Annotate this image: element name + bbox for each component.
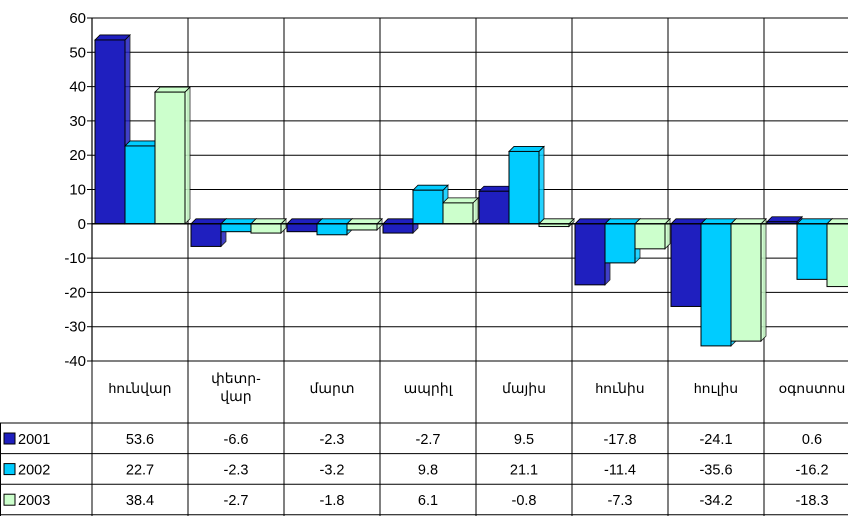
data-cell: -35.6 <box>699 463 732 479</box>
bar <box>730 223 762 342</box>
bar <box>508 150 540 225</box>
y-tick-label: 40 <box>69 79 86 96</box>
y-tick-label: -30 <box>64 319 86 336</box>
data-cell: -1.8 <box>320 493 345 509</box>
data-cell: 21.1 <box>510 463 538 479</box>
bar <box>412 189 444 225</box>
legend-swatch <box>3 432 16 445</box>
category-label: փետր- <box>211 370 261 386</box>
data-cell: 6.1 <box>418 493 438 509</box>
y-tick-label: 20 <box>69 147 86 164</box>
bar <box>604 223 636 264</box>
data-cell: -16.2 <box>795 463 828 479</box>
bar-top <box>730 218 767 225</box>
legend-swatch <box>3 463 16 476</box>
y-tick-label: -40 <box>64 353 86 370</box>
y-tick-label: 10 <box>69 182 86 199</box>
data-cell: -7.3 <box>608 493 633 509</box>
data-cell: -2.7 <box>416 432 441 448</box>
y-tick-label: 60 <box>69 10 86 27</box>
bar <box>124 145 156 225</box>
category-label: օգոստոս <box>779 380 846 396</box>
bar-top <box>670 218 707 225</box>
data-cell: 53.6 <box>126 432 154 448</box>
bar-top <box>346 218 383 225</box>
bar-top <box>220 218 257 225</box>
bar <box>700 223 732 347</box>
data-cell: -2.7 <box>224 493 249 509</box>
bar-top <box>766 216 803 223</box>
data-cell: -0.8 <box>512 493 537 509</box>
data-cell: -2.3 <box>224 463 249 479</box>
category-label: ապրիլ <box>404 380 454 396</box>
bar-top <box>286 218 323 225</box>
legend-label: 2002 <box>18 463 50 479</box>
data-cell: -11.4 <box>604 463 636 479</box>
data-cell: 0.6 <box>802 432 822 448</box>
data-cell: -2.3 <box>320 432 345 448</box>
category-label: վար <box>220 388 251 404</box>
legend-label: 2001 <box>18 432 50 448</box>
bar <box>670 223 702 307</box>
category-label: մայիս <box>502 380 546 396</box>
bar-top <box>442 197 479 204</box>
bar <box>382 223 414 234</box>
bar-top <box>634 218 671 225</box>
data-cell: -3.2 <box>320 463 345 479</box>
data-cell: -34.2 <box>699 493 732 509</box>
category-label: hուլիս <box>694 380 738 396</box>
bar-top <box>796 218 833 225</box>
bar <box>574 223 606 286</box>
bar-top <box>94 34 131 41</box>
y-tick-label: 0 <box>78 216 86 233</box>
data-cell: -6.6 <box>224 432 249 448</box>
bar-top <box>316 218 353 225</box>
category-label: hունվար <box>109 380 172 396</box>
bar-top <box>250 218 287 225</box>
y-tick-label: -20 <box>64 284 86 301</box>
bar-top <box>412 184 449 191</box>
bar <box>826 223 848 288</box>
y-tick-label: 30 <box>69 113 86 130</box>
bar <box>286 223 318 233</box>
y-tick-label: 50 <box>69 44 86 61</box>
bar <box>250 223 282 234</box>
bar <box>190 223 222 247</box>
bar <box>94 39 126 225</box>
data-cell: 38.4 <box>126 493 154 509</box>
data-cell: 22.7 <box>126 463 154 479</box>
bar <box>154 91 186 225</box>
bar-side <box>184 86 191 225</box>
bar-top <box>574 218 611 225</box>
bar-top <box>190 218 227 225</box>
y-tick-label: -10 <box>64 250 86 267</box>
bar-top <box>604 218 641 225</box>
bar <box>478 190 510 225</box>
legend-swatch <box>3 493 16 506</box>
bar <box>442 202 474 225</box>
category-label: hունիս <box>595 380 644 396</box>
bar-top <box>154 86 191 93</box>
bar-side <box>538 145 545 225</box>
bar-top <box>508 146 545 152</box>
data-cell: -17.8 <box>603 432 636 448</box>
bar-top <box>700 218 737 225</box>
category-label: մարտ <box>309 380 354 396</box>
bar <box>346 223 378 231</box>
bar <box>220 223 252 233</box>
legend-label: 2003 <box>18 493 50 509</box>
bar-side <box>760 217 767 343</box>
data-cell: -24.1 <box>699 432 732 448</box>
data-cell: -18.3 <box>795 493 828 509</box>
bar-top <box>538 218 575 225</box>
data-cell: 9.8 <box>418 463 438 479</box>
bar <box>316 223 348 236</box>
bar <box>634 223 666 250</box>
bar <box>796 223 828 280</box>
data-cell: 9.5 <box>514 432 534 448</box>
